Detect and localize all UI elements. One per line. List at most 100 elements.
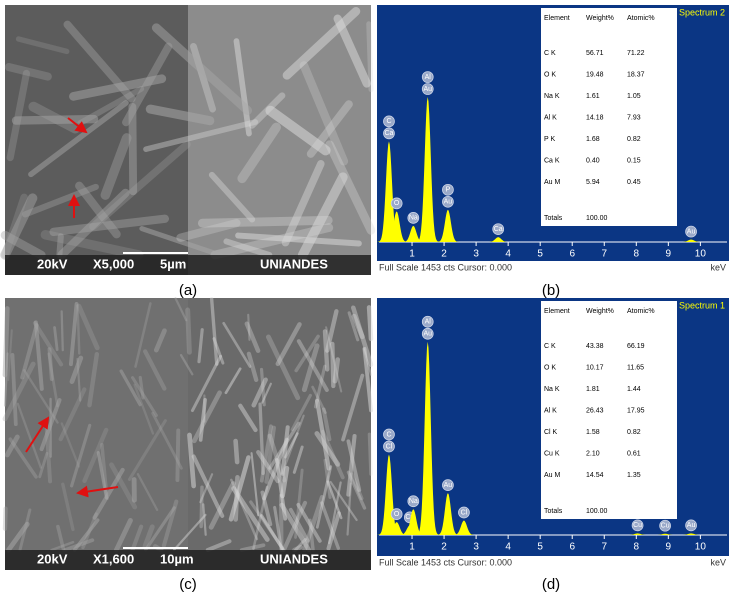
table-cell: C K: [544, 50, 556, 57]
fiber-texture: [294, 537, 307, 552]
x-tick-label: 2: [441, 542, 447, 553]
magnification: X5,000: [93, 256, 134, 271]
table-cell: 1.61: [586, 93, 600, 100]
peak: [376, 454, 401, 535]
peak-label-bubble: [390, 508, 403, 520]
fiber-texture: [50, 540, 75, 552]
fiber-texture: [53, 326, 59, 352]
sem-image-left: [5, 298, 188, 570]
fiber-texture: [326, 480, 343, 520]
fiber-texture: [151, 23, 253, 115]
fiber-texture: [346, 482, 352, 536]
fiber-texture: [329, 480, 358, 522]
fiber-texture: [70, 423, 92, 488]
peak-label: Au: [423, 86, 432, 93]
table-cell: Au M: [544, 472, 561, 479]
fiber-texture: [60, 310, 64, 352]
table-cell: Ca K: [544, 157, 560, 164]
fiber-texture: [144, 506, 176, 552]
peak-label-bubble: [659, 519, 671, 532]
fiber-texture: [290, 393, 312, 432]
peak-label: Au: [687, 522, 696, 529]
peak-label-bubble: [390, 197, 403, 210]
fiber-texture: [38, 451, 49, 479]
table-cell: 56.71: [586, 50, 604, 57]
fiber-texture: [259, 367, 266, 407]
peak-label-bubble: [407, 495, 420, 508]
voltage: 20kV: [37, 551, 68, 566]
peak-label-bubble: [383, 115, 395, 128]
fiber-texture: [296, 502, 322, 543]
table-cell: 0.82: [627, 429, 641, 436]
fiber-texture: [265, 105, 331, 156]
fiber-texture: [69, 74, 167, 101]
table-cell: 1.05: [627, 93, 641, 100]
fiber-texture: [15, 36, 70, 55]
peak-label: C: [386, 118, 391, 125]
spectrum-title: Spectrum 1: [679, 300, 725, 310]
peak-label: O: [394, 511, 400, 518]
fiber-texture: [288, 507, 310, 543]
fiber-texture: [179, 354, 194, 376]
table-totals: Totals: [544, 215, 563, 222]
fiber-texture: [281, 414, 305, 475]
fiber-texture: [176, 218, 241, 242]
fiber-texture: [230, 478, 259, 541]
fiber-texture: [127, 419, 167, 481]
peak-label-bubble: [383, 440, 395, 453]
table-cell: O K: [544, 364, 556, 371]
x-tick-label: 3: [473, 542, 479, 553]
fiber-texture: [278, 493, 284, 553]
fiber-texture: [199, 485, 204, 529]
x-tick-label: 7: [601, 249, 607, 260]
fiber-texture: [56, 233, 64, 259]
lab-name: UNIANDES: [260, 551, 328, 566]
fiber-texture: [4, 63, 52, 81]
peak-label: Al: [425, 74, 432, 81]
fiber-texture: [40, 230, 144, 260]
table-header: Atomic%: [627, 308, 655, 315]
fiber-texture: [261, 382, 272, 404]
x-tick-label: 6: [569, 542, 575, 553]
fiber-texture: [347, 311, 360, 342]
fiber-texture: [231, 486, 270, 542]
fiber-texture: [328, 481, 342, 545]
fiber-texture: [292, 445, 304, 474]
sem-image-left: [5, 5, 188, 275]
fiber-texture: [185, 307, 192, 355]
peak-label: Na: [409, 498, 418, 505]
fiber-texture: [247, 313, 251, 341]
fiber-texture: [256, 450, 280, 484]
x-tick-label: 1: [409, 542, 415, 553]
peak-label: P: [446, 187, 451, 194]
peak-label-bubble: [458, 506, 470, 519]
peak-label-bubble: [383, 127, 395, 140]
x-tick-label: 10: [695, 542, 707, 553]
table-totals: Totals: [544, 508, 563, 515]
fiber-texture: [77, 85, 145, 126]
x-tick-label: 2: [441, 249, 447, 260]
fiber-texture: [47, 347, 54, 381]
fiber-texture: [197, 328, 204, 364]
fiber-texture: [294, 334, 320, 373]
fiber-texture: [2, 306, 10, 378]
peak: [679, 533, 704, 535]
fiber-texture: [325, 140, 376, 235]
fiber-texture: [92, 467, 125, 520]
fiber-texture: [275, 322, 302, 367]
peak-label-bubble: [383, 428, 395, 441]
fiber-texture: [23, 369, 59, 424]
fiber-texture: [212, 337, 225, 365]
fiber-texture: [320, 501, 340, 550]
fiber-texture: [351, 313, 365, 340]
fiber-texture: [292, 544, 303, 553]
table-totals: 100.00: [586, 508, 608, 515]
table-cell: 66.19: [627, 343, 645, 350]
peak: [401, 509, 426, 535]
fiber-texture: [233, 438, 240, 465]
peak: [435, 209, 460, 242]
fiber-texture: [63, 20, 136, 103]
fiber-texture: [72, 518, 100, 552]
fiber-texture: [28, 101, 81, 134]
table-cell: 1.44: [627, 386, 641, 393]
